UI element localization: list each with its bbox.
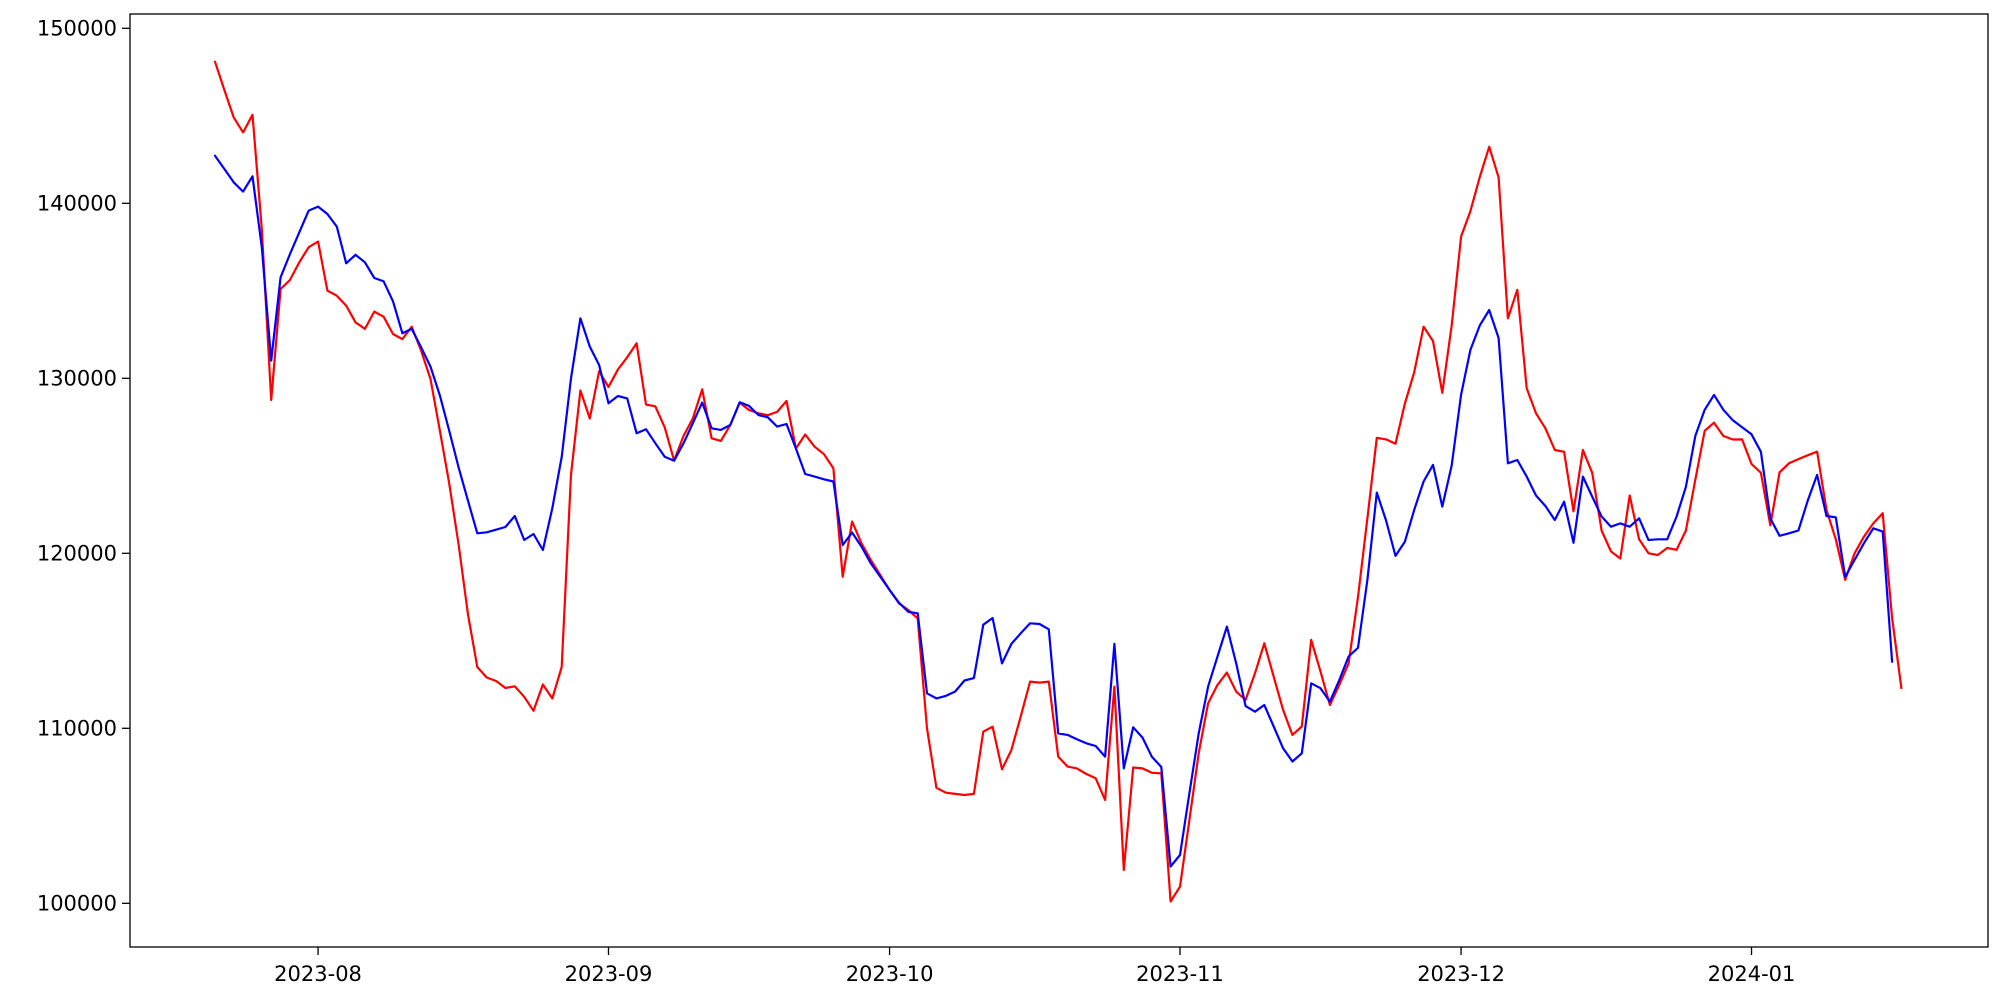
x-tick-label: 2023-09 <box>565 962 653 986</box>
plot-area <box>129 13 1989 948</box>
y-tick-label: 110000 <box>37 717 117 741</box>
x-tick-label: 2023-11 <box>1136 962 1224 986</box>
y-tick-label: 100000 <box>37 892 117 916</box>
blue-series-line <box>213 154 1894 868</box>
x-tick-label: 2023-08 <box>274 962 362 986</box>
y-tick-label: 150000 <box>37 17 117 41</box>
y-tick-label: 130000 <box>37 367 117 391</box>
y-tick-label: 140000 <box>37 192 117 216</box>
x-tick-label: 2024-01 <box>1708 962 1796 986</box>
x-tick-label: 2023-12 <box>1417 962 1505 986</box>
red-series-line <box>213 60 1903 903</box>
x-tick-label: 2023-10 <box>846 962 934 986</box>
y-tick-label: 120000 <box>37 542 117 566</box>
